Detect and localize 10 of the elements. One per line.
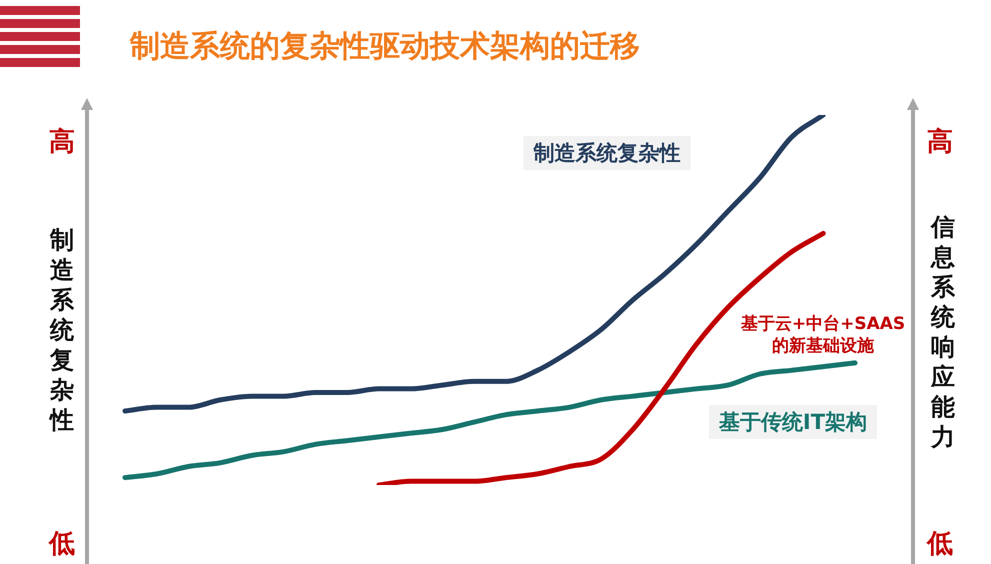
y-axis-title: 制造系统复杂性 — [48, 225, 75, 435]
text: 制造系统复杂性 — [524, 136, 690, 170]
text: 高 — [48, 126, 76, 159]
series-label: 基于传统IT架构 — [708, 405, 878, 439]
chart-title: 制造系统的复杂性驱动技术架构的迁移 — [130, 28, 640, 66]
text: 低 — [47, 528, 76, 561]
y2-axis-title: 信息系统响应能力 — [929, 212, 956, 452]
text: 低 — [925, 528, 954, 561]
series-label: 基于云+中台+SAAS 的新基础设施 — [740, 313, 906, 357]
text: 高 — [926, 126, 954, 159]
